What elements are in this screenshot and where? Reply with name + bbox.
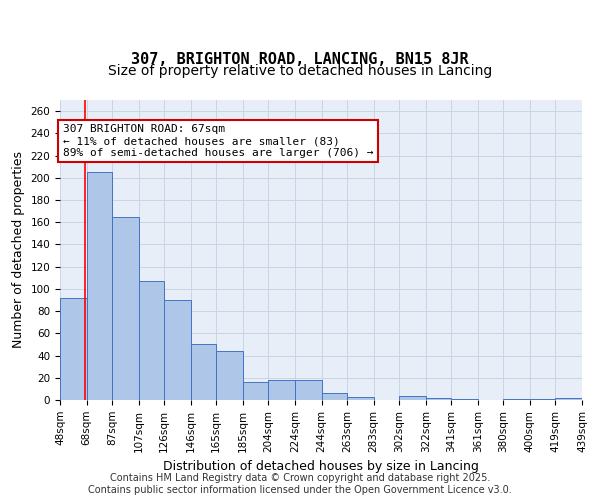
Bar bbox=[112, 216, 139, 400]
Bar bbox=[399, 396, 426, 400]
Text: 307, BRIGHTON ROAD, LANCING, BN15 8JR: 307, BRIGHTON ROAD, LANCING, BN15 8JR bbox=[131, 52, 469, 68]
Bar bbox=[60, 298, 87, 400]
Bar bbox=[191, 344, 216, 400]
Bar bbox=[451, 399, 478, 400]
Bar bbox=[87, 172, 112, 400]
Text: Contains HM Land Registry data © Crown copyright and database right 2025.
Contai: Contains HM Land Registry data © Crown c… bbox=[88, 474, 512, 495]
X-axis label: Distribution of detached houses by size in Lancing: Distribution of detached houses by size … bbox=[163, 460, 479, 473]
Bar bbox=[164, 300, 191, 400]
Bar bbox=[347, 396, 374, 400]
Bar bbox=[530, 399, 555, 400]
Bar bbox=[322, 394, 347, 400]
Text: Size of property relative to detached houses in Lancing: Size of property relative to detached ho… bbox=[108, 64, 492, 78]
Bar bbox=[426, 398, 451, 400]
Bar bbox=[243, 382, 268, 400]
Text: 307 BRIGHTON ROAD: 67sqm
← 11% of detached houses are smaller (83)
89% of semi-d: 307 BRIGHTON ROAD: 67sqm ← 11% of detach… bbox=[62, 124, 373, 158]
Bar bbox=[268, 380, 295, 400]
Bar bbox=[216, 351, 243, 400]
Bar bbox=[503, 399, 530, 400]
Bar bbox=[295, 380, 322, 400]
Y-axis label: Number of detached properties: Number of detached properties bbox=[12, 152, 25, 348]
Bar bbox=[555, 398, 582, 400]
Bar bbox=[139, 281, 164, 400]
